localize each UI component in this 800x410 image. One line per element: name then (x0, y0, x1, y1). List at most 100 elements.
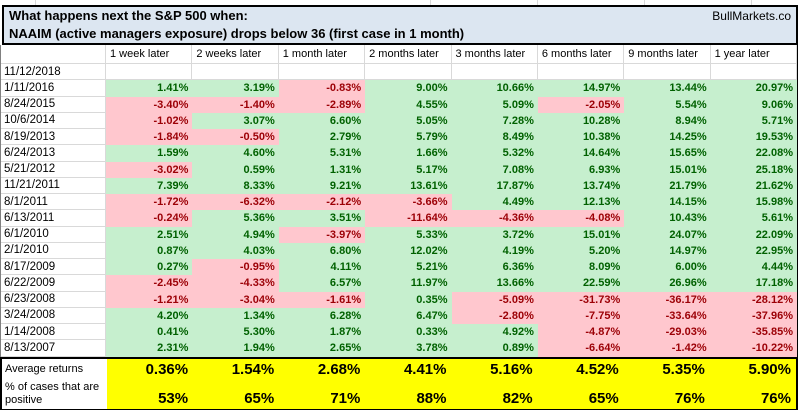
data-cell[interactable]: 4.11% (278, 259, 366, 276)
data-cell[interactable]: -1.21% (106, 291, 193, 308)
data-cell[interactable]: 2.31% (106, 340, 193, 357)
data-cell[interactable]: 26.96% (624, 275, 711, 292)
data-cell[interactable]: 6.28% (278, 307, 366, 324)
data-cell[interactable]: 10.43% (624, 210, 711, 227)
summary-label-average[interactable]: Average returns (2, 358, 107, 380)
summary-positive-cell[interactable]: 88% (365, 379, 452, 409)
data-cell[interactable]: 0.89% (451, 340, 538, 357)
data-cell[interactable]: 5.79% (365, 129, 452, 146)
summary-average-cell[interactable]: 4.52% (537, 358, 624, 380)
summary-positive-cell[interactable]: 65% (537, 379, 624, 409)
data-cell[interactable]: 6.60% (278, 112, 366, 129)
column-header[interactable]: 2 weeks later (192, 45, 279, 64)
date-cell[interactable]: 1/11/2016 (1, 80, 106, 97)
data-cell[interactable]: 2.65% (278, 340, 366, 357)
data-cell[interactable]: 5.36% (192, 210, 279, 227)
data-cell[interactable]: 5.31% (278, 145, 366, 162)
data-cell[interactable]: -2.12% (278, 194, 366, 211)
data-cell[interactable] (365, 64, 452, 81)
data-cell[interactable]: 14.97% (624, 242, 711, 259)
data-cell[interactable] (537, 64, 625, 81)
date-cell[interactable]: 8/13/2007 (1, 340, 106, 357)
data-cell[interactable]: 15.98% (710, 194, 797, 211)
data-cell[interactable]: 9.06% (710, 96, 797, 113)
data-cell[interactable]: 4.55% (365, 96, 452, 113)
summary-positive-cell[interactable]: 76% (623, 379, 710, 409)
data-cell[interactable]: 0.35% (365, 291, 452, 308)
data-cell[interactable]: -3.66% (365, 194, 452, 211)
data-cell[interactable]: 5.05% (365, 112, 452, 129)
date-cell[interactable]: 6/22/2009 (1, 275, 106, 292)
data-cell[interactable]: -4.87% (537, 324, 625, 341)
data-cell[interactable]: 8.33% (192, 177, 279, 194)
data-cell[interactable]: 7.28% (451, 112, 538, 129)
summary-label-positive[interactable]: % of cases that are positive (2, 379, 107, 409)
data-cell[interactable]: -1.84% (106, 129, 193, 146)
data-cell[interactable] (106, 64, 193, 81)
summary-average-cell[interactable]: 2.68% (279, 358, 366, 380)
data-cell[interactable]: 4.20% (106, 307, 193, 324)
data-cell[interactable]: 1.41% (106, 80, 193, 97)
data-cell[interactable]: 5.30% (192, 324, 279, 341)
data-cell[interactable]: -2.89% (278, 96, 366, 113)
date-cell[interactable]: 8/17/2009 (1, 259, 106, 276)
column-header[interactable]: 9 months later (624, 45, 711, 64)
summary-average-cell[interactable]: 5.90% (709, 358, 796, 380)
data-cell[interactable]: -1.61% (278, 291, 366, 308)
summary-positive-cell[interactable]: 65% (193, 379, 280, 409)
data-cell[interactable]: 5.61% (710, 210, 797, 227)
data-cell[interactable]: 3.51% (278, 210, 366, 227)
data-cell[interactable]: -4.33% (192, 275, 279, 292)
data-cell[interactable]: 1.87% (278, 324, 366, 341)
data-cell[interactable]: -3.40% (106, 96, 193, 113)
data-cell[interactable]: 10.66% (451, 80, 538, 97)
data-cell[interactable]: -28.12% (710, 291, 797, 308)
data-cell[interactable]: -0.24% (106, 210, 193, 227)
date-cell[interactable]: 6/24/2013 (1, 145, 106, 162)
data-cell[interactable]: -5.09% (451, 291, 538, 308)
data-cell[interactable]: 8.94% (624, 112, 711, 129)
summary-average-cell[interactable]: 0.36% (107, 358, 194, 380)
summary-average-cell[interactable]: 4.41% (365, 358, 452, 380)
data-cell[interactable]: 5.21% (365, 259, 452, 276)
data-cell[interactable]: 6.00% (624, 259, 711, 276)
data-cell[interactable] (624, 64, 711, 81)
data-cell[interactable]: 1.66% (365, 145, 452, 162)
data-cell[interactable]: 12.13% (537, 194, 625, 211)
date-cell[interactable]: 3/24/2008 (1, 307, 106, 324)
data-cell[interactable]: 22.95% (710, 242, 797, 259)
data-cell[interactable]: 9.21% (278, 177, 366, 194)
data-cell[interactable]: -1.42% (624, 340, 711, 357)
data-cell[interactable]: 13.61% (365, 177, 452, 194)
column-header[interactable]: 1 year later (710, 45, 797, 64)
data-cell[interactable]: -4.08% (537, 210, 625, 227)
data-cell[interactable]: -11.64% (365, 210, 452, 227)
data-cell[interactable]: 24.07% (624, 226, 711, 243)
data-cell[interactable]: 4.19% (451, 242, 538, 259)
data-cell[interactable]: -3.97% (278, 226, 366, 243)
data-cell[interactable]: 0.27% (106, 259, 193, 276)
summary-positive-cell[interactable]: 82% (451, 379, 538, 409)
data-cell[interactable]: 5.09% (451, 96, 538, 113)
data-cell[interactable]: 15.01% (537, 226, 625, 243)
date-cell[interactable]: 2/1/2010 (1, 242, 106, 259)
data-cell[interactable]: 11.97% (365, 275, 452, 292)
data-cell[interactable]: 8.49% (451, 129, 538, 146)
data-cell[interactable] (710, 64, 797, 81)
data-cell[interactable] (451, 64, 538, 81)
data-cell[interactable]: -6.64% (537, 340, 625, 357)
data-cell[interactable]: 4.94% (192, 226, 279, 243)
data-cell[interactable]: 0.41% (106, 324, 193, 341)
summary-average-cell[interactable]: 5.16% (451, 358, 538, 380)
data-cell[interactable]: 7.08% (451, 161, 538, 178)
data-cell[interactable]: 25.18% (710, 161, 797, 178)
data-cell[interactable]: 13.66% (451, 275, 538, 292)
data-cell[interactable]: 7.39% (106, 177, 193, 194)
data-cell[interactable]: 17.87% (451, 177, 538, 194)
data-cell[interactable]: 10.38% (537, 129, 625, 146)
data-cell[interactable]: 13.74% (537, 177, 625, 194)
data-cell[interactable]: 22.08% (710, 145, 797, 162)
data-cell[interactable]: -33.64% (624, 307, 711, 324)
data-cell[interactable]: 22.59% (537, 275, 625, 292)
data-cell[interactable]: 12.02% (365, 242, 452, 259)
